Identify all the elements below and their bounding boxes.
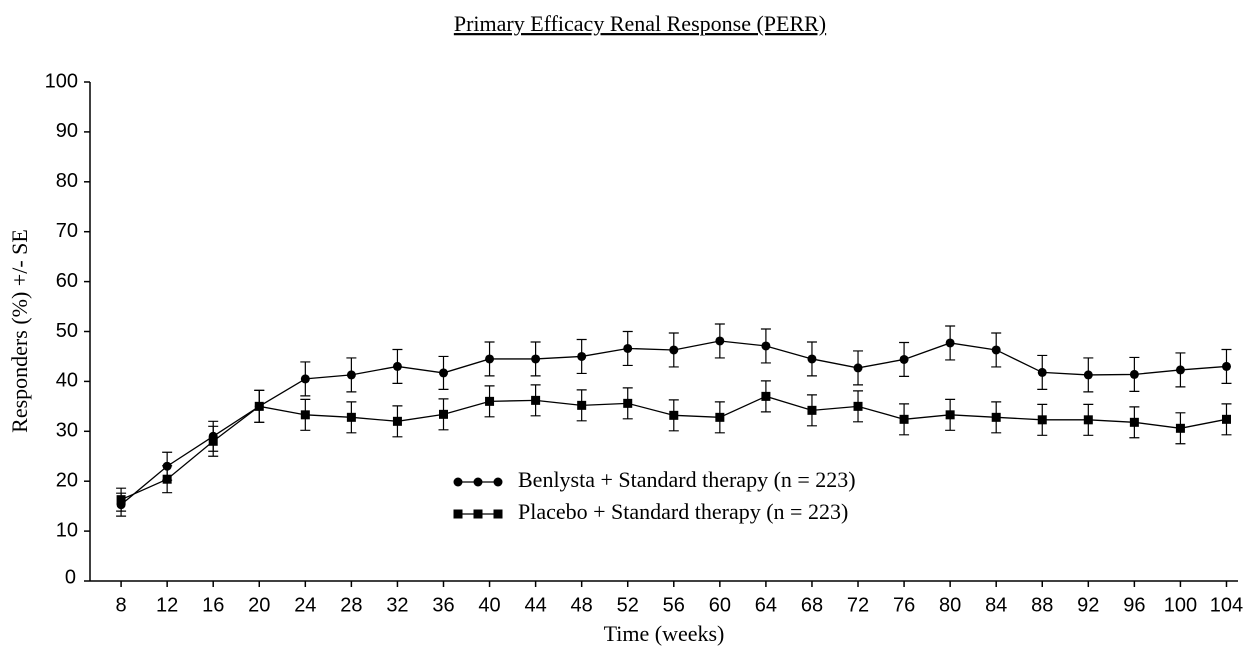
x-tick-label: 52 [617, 594, 639, 616]
x-axis-label: Time (weeks) [604, 621, 725, 646]
marker [1175, 423, 1185, 433]
marker [715, 412, 725, 422]
y-tick-label: 80 [56, 170, 78, 192]
marker [623, 398, 633, 408]
marker [438, 368, 448, 378]
marker [853, 363, 863, 373]
x-tick-label: 24 [294, 594, 316, 616]
x-tick-label: 72 [847, 594, 869, 616]
marker [577, 351, 587, 361]
y-tick-label: 100 [45, 70, 78, 92]
legend-marker [473, 477, 483, 487]
marker [899, 354, 909, 364]
marker [1129, 369, 1139, 379]
x-tick-label: 40 [478, 594, 500, 616]
chart-title: Primary Efficacy Renal Response (PERR) [454, 11, 826, 36]
marker [761, 341, 771, 351]
marker [761, 391, 771, 401]
x-tick-label: 36 [432, 594, 454, 616]
y-axis-label: Responders (%) +/- SE [7, 229, 32, 433]
legend-label: Placebo + Standard therapy (n = 223) [518, 499, 848, 524]
x-tick-label: 80 [939, 594, 961, 616]
marker [1037, 415, 1047, 425]
x-tick-label: 28 [340, 594, 362, 616]
marker [438, 409, 448, 419]
marker [346, 412, 356, 422]
x-tick-label: 84 [985, 594, 1007, 616]
y-tick-label: 50 [56, 320, 78, 342]
legend-label: Benlysta + Standard therapy (n = 223) [518, 467, 856, 492]
y-tick-label: 90 [56, 120, 78, 142]
x-tick-label: 68 [801, 594, 823, 616]
x-tick-label: 56 [663, 594, 685, 616]
marker [485, 396, 495, 406]
marker [1129, 417, 1139, 427]
x-tick-label: 88 [1031, 594, 1053, 616]
marker [669, 345, 679, 355]
marker [531, 354, 541, 364]
marker [392, 416, 402, 426]
y-tick-label: 40 [56, 370, 78, 392]
x-tick-label: 44 [524, 594, 546, 616]
marker [1037, 367, 1047, 377]
marker [623, 343, 633, 353]
marker [346, 370, 356, 380]
marker [853, 401, 863, 411]
x-tick-label: 16 [202, 594, 224, 616]
x-tick-label: 76 [893, 594, 915, 616]
x-tick-label: 32 [386, 594, 408, 616]
marker [945, 410, 955, 420]
x-tick-label: 92 [1077, 594, 1099, 616]
y-tick-label: 10 [56, 519, 78, 541]
marker [116, 495, 126, 505]
marker [669, 410, 679, 420]
marker [807, 405, 817, 415]
legend-marker [453, 509, 463, 519]
marker [1083, 415, 1093, 425]
legend-marker [493, 477, 503, 487]
marker [485, 354, 495, 364]
x-tick-label: 96 [1123, 594, 1145, 616]
y-tick-label: 60 [56, 270, 78, 292]
y-tick-label: 30 [56, 420, 78, 442]
marker [392, 361, 402, 371]
legend-marker [453, 477, 463, 487]
marker [1221, 414, 1231, 424]
x-tick-label: 12 [156, 594, 178, 616]
marker [991, 412, 1001, 422]
marker [300, 410, 310, 420]
marker [300, 374, 310, 384]
legend-marker [493, 509, 503, 519]
marker [807, 354, 817, 364]
y-tick-label: 0 [65, 566, 76, 588]
x-tick-label: 8 [116, 594, 127, 616]
y-tick-label: 70 [56, 220, 78, 242]
marker [1221, 361, 1231, 371]
x-tick-label: 48 [571, 594, 593, 616]
marker [991, 345, 1001, 355]
marker [715, 336, 725, 346]
y-tick-label: 20 [56, 469, 78, 491]
marker [254, 401, 264, 411]
x-tick-label: 60 [709, 594, 731, 616]
marker [162, 474, 172, 484]
marker [577, 400, 587, 410]
marker [208, 436, 218, 446]
x-tick-label: 64 [755, 594, 777, 616]
marker [945, 338, 955, 348]
x-tick-label: 100 [1164, 594, 1197, 616]
marker [1083, 370, 1093, 380]
x-tick-label: 20 [248, 594, 270, 616]
marker [1175, 365, 1185, 375]
x-tick-label: 104 [1210, 594, 1243, 616]
marker [899, 414, 909, 424]
legend-marker [473, 509, 483, 519]
marker [531, 395, 541, 405]
